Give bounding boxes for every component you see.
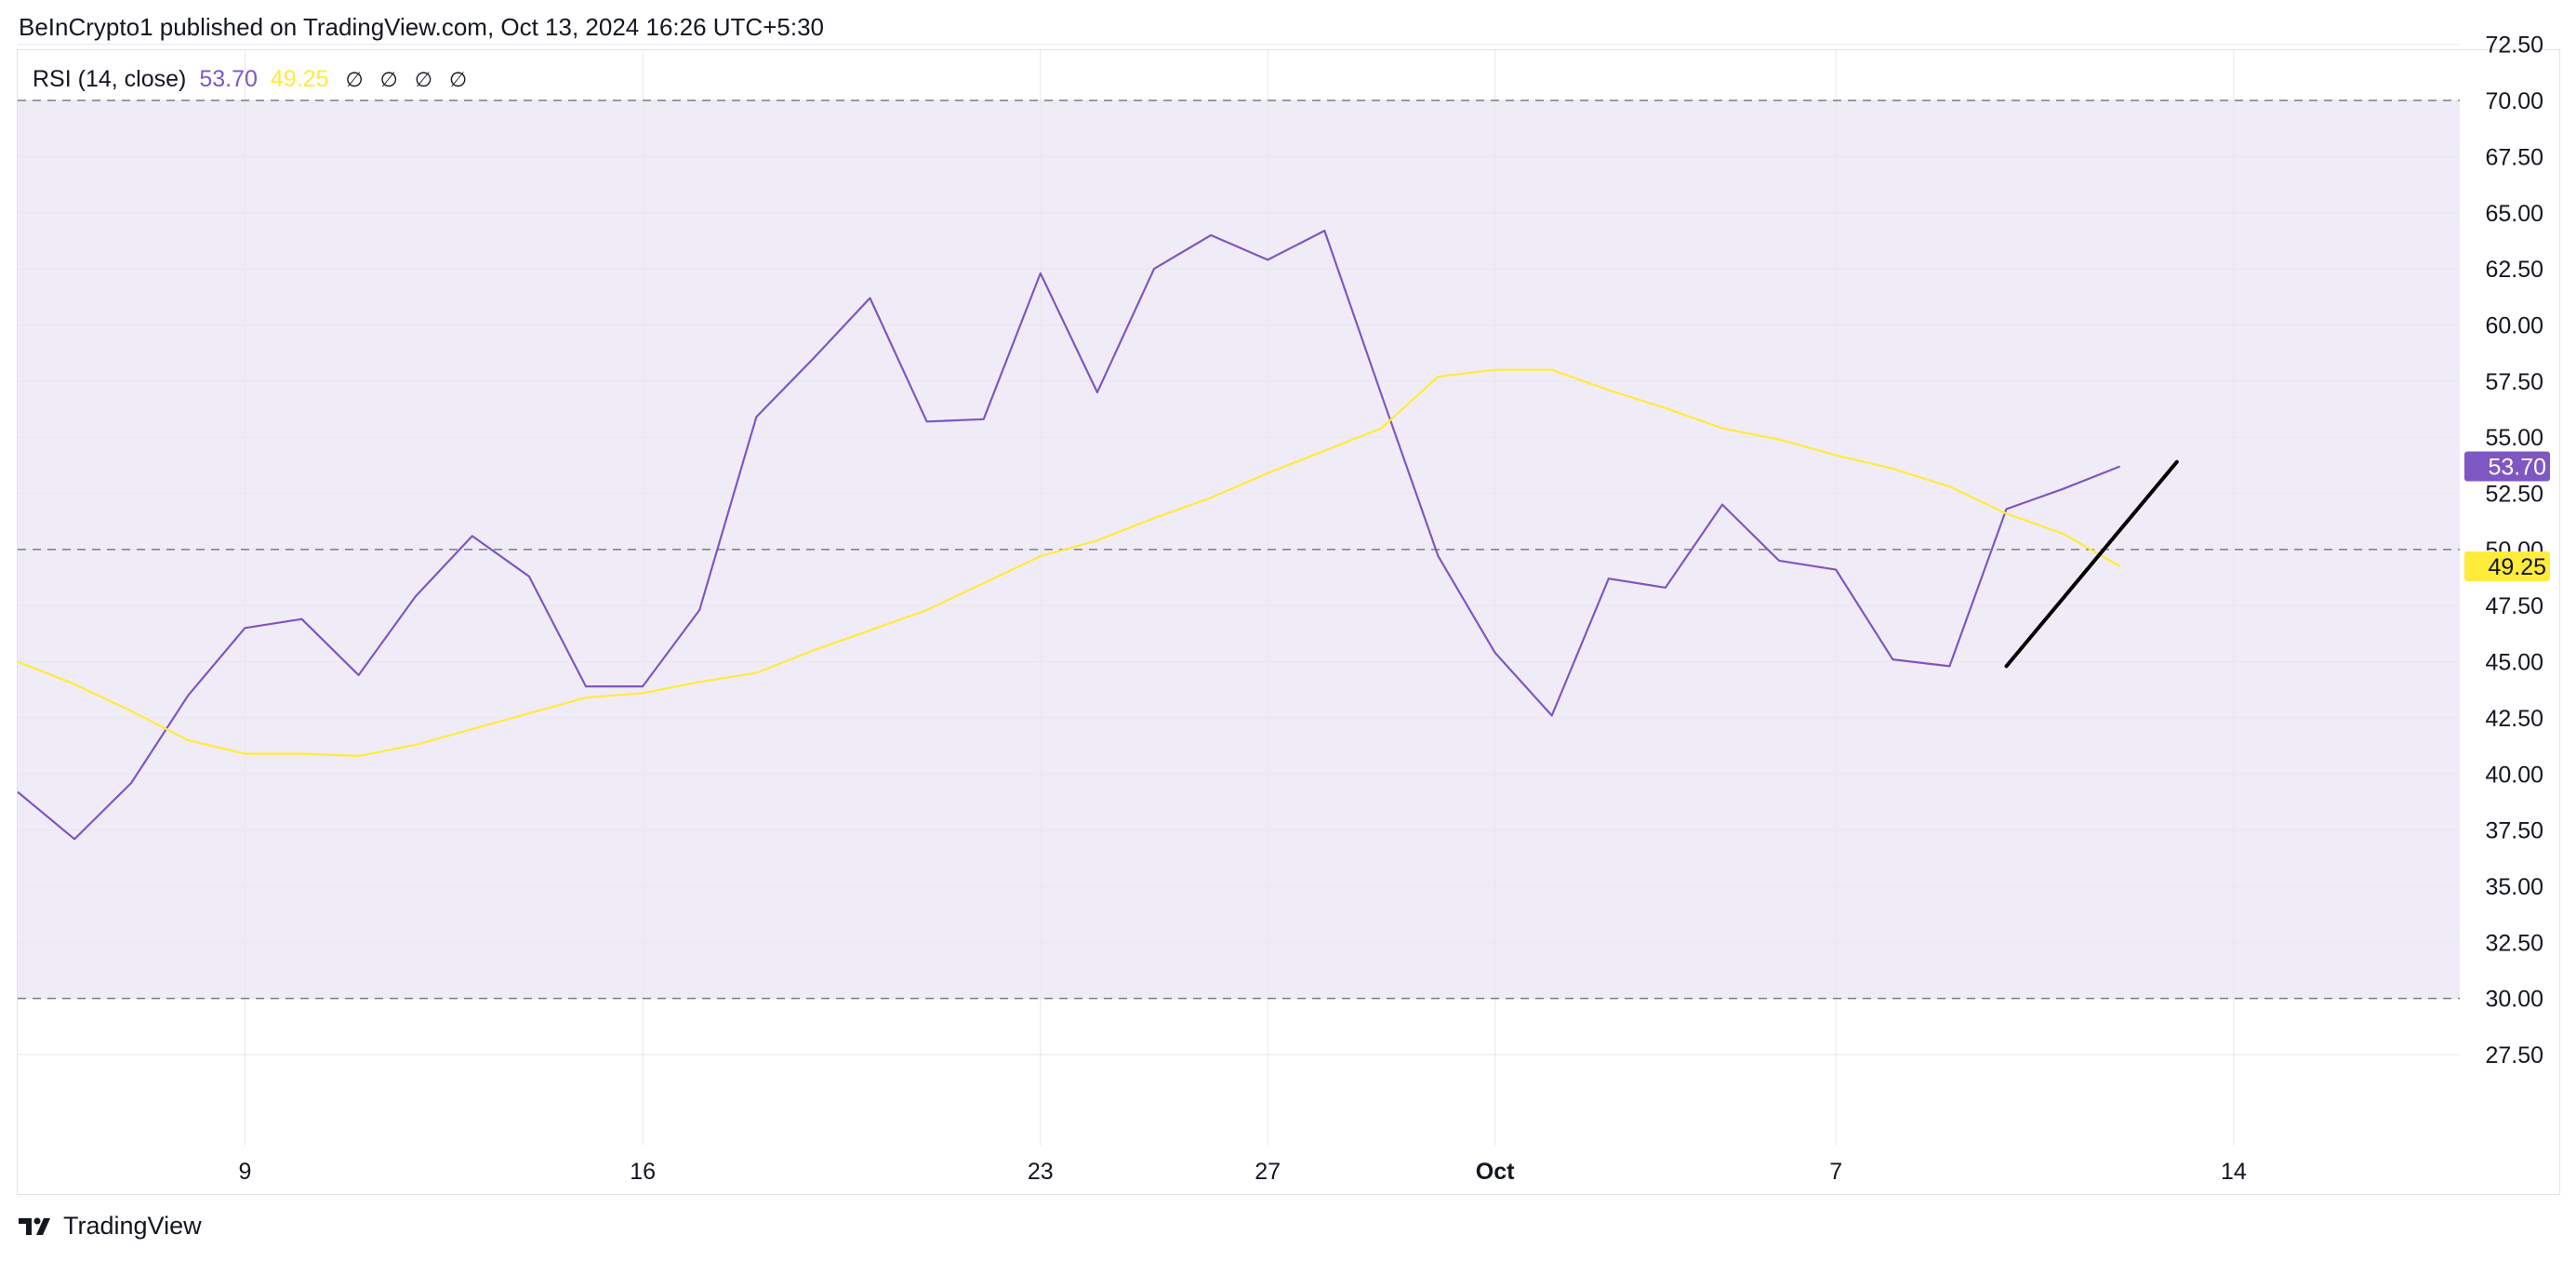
tradingview-logo-icon xyxy=(19,1217,50,1235)
y-tick-label: 55.00 xyxy=(2485,425,2543,451)
band-lines-layer xyxy=(18,100,2460,1000)
empty-value-1: ∅ xyxy=(345,67,364,91)
x-tick-label: 9 xyxy=(238,1159,251,1185)
ma-last-value-label: 49.25 xyxy=(2488,554,2546,580)
trendline-layer xyxy=(2004,459,2179,669)
x-tick-label: 14 xyxy=(2221,1159,2247,1185)
rsi-last-value-label-bg xyxy=(2464,451,2550,482)
y-tick-label: 37.50 xyxy=(2485,818,2543,844)
rsi-ma-line xyxy=(17,368,2121,758)
chart-pane[interactable] xyxy=(17,49,2560,1195)
empty-value-2: ∅ xyxy=(379,67,398,91)
y-tick-label: 47.50 xyxy=(2485,593,2543,619)
x-tick-label: Oct xyxy=(1476,1159,1515,1185)
y-tick-label: 70.00 xyxy=(2485,88,2543,114)
empty-value-4: ∅ xyxy=(448,67,468,91)
y-tick-label: 72.50 xyxy=(2485,33,2543,59)
tradingview-brand[interactable]: TradingView xyxy=(63,1212,202,1240)
x-tick-label: 7 xyxy=(1829,1159,1842,1185)
y-tick-label: 45.00 xyxy=(2485,650,2543,676)
ma-legend-value: 49.25 xyxy=(270,66,329,92)
x-tick-label: 23 xyxy=(1028,1159,1054,1185)
y-tick-label: 27.50 xyxy=(2485,1042,2543,1069)
y-tick-label: 42.50 xyxy=(2485,706,2543,732)
indicator-legend[interactable]: RSI (14, close) 53.70 49.25 ∅ ∅ ∅ ∅ xyxy=(33,66,467,93)
last-value-labels: 53.70 49.25 xyxy=(2464,451,2550,581)
rsi-legend-value: 53.70 xyxy=(199,66,258,92)
ma-last-value-label-bg xyxy=(2464,551,2550,581)
y-tick-label: 40.00 xyxy=(2485,762,2543,788)
indicator-name[interactable]: RSI (14, close) xyxy=(33,66,187,92)
publish-header: BeInCrypto1 published on TradingView.com… xyxy=(19,13,824,41)
y-tick-label: 30.00 xyxy=(2485,987,2543,1013)
y-axis: 72.50 70.00 67.50 65.00 62.50 60.00 57.50 55.00… xyxy=(2485,33,2543,1069)
series-layer xyxy=(17,230,2121,841)
empty-value-3: ∅ xyxy=(414,67,432,91)
y-tick-label: 62.50 xyxy=(2485,257,2543,283)
rsi-last-value-label: 53.70 xyxy=(2488,455,2546,481)
y-tick-label: 65.00 xyxy=(2485,201,2543,227)
trendline xyxy=(2004,459,2179,669)
x-tick-label: 16 xyxy=(630,1159,656,1185)
rsi-line xyxy=(17,230,2121,841)
y-tick-label: 52.50 xyxy=(2485,482,2543,508)
y-tick-label: 57.50 xyxy=(2485,369,2543,395)
x-axis: 9 16 23 27 Oct 7 14 xyxy=(238,1159,2246,1185)
footer[interactable]: TradingView xyxy=(19,1212,202,1241)
x-tick-label: 27 xyxy=(1255,1159,1281,1185)
y-tick-label: 60.00 xyxy=(2485,312,2543,338)
y-tick-label: 32.50 xyxy=(2485,930,2543,956)
y-tick-label: 35.00 xyxy=(2485,874,2543,900)
y-tick-label: 67.50 xyxy=(2485,144,2543,170)
